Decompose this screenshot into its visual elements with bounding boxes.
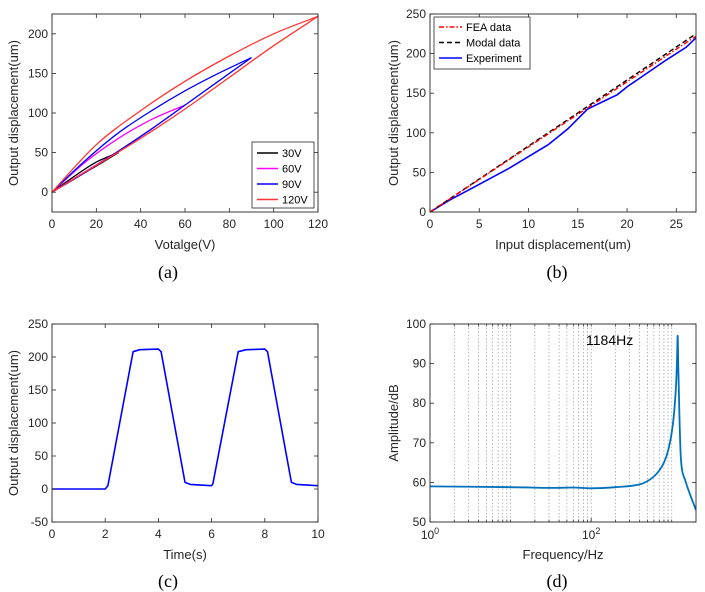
x-tick-label: 80: [223, 217, 237, 231]
y-axis-label: Output displacement(um): [6, 350, 21, 496]
panel-caption: (a): [158, 262, 178, 283]
y-axis-label: Output displacement(um): [386, 40, 401, 186]
y-tick-label: 70: [413, 436, 427, 450]
panel-b-line-chart: 0 50 100 150 200 250 0 5 10 15 20 25 Input displacem…: [386, 7, 697, 283]
series-group: [52, 15, 318, 193]
peak-frequency-annotation: 1184Hz: [586, 332, 633, 348]
y-tick-label: 0: [419, 205, 426, 219]
series-90V-descending-line: [52, 57, 252, 193]
x-tick-label: 0: [49, 217, 56, 231]
plot-frame: [429, 13, 697, 213]
y-tick-label: 50: [413, 165, 427, 179]
series-group: [430, 33, 696, 212]
x-tick-label: 10: [522, 217, 536, 231]
panel-caption: (d): [547, 571, 568, 592]
legend-label-fea-data: FEA data: [466, 22, 512, 34]
y-tick-label: 200: [28, 350, 48, 364]
x-axis-label: Input displacement(um): [495, 237, 631, 252]
series-group: [430, 334, 696, 511]
x-tick-label: 120: [308, 217, 328, 231]
x-tick-label: 2: [102, 527, 109, 541]
y-tick-label: 50: [35, 449, 49, 463]
y-tick-label: 50: [413, 515, 427, 529]
y-tick-label: 0: [41, 185, 48, 199]
x-axis-label: Votalge(V): [155, 237, 216, 252]
legend-label-90V: 90V: [282, 179, 302, 191]
panel-d-line-chart: 50 60 70 80 90 100 100 102 Frequency/Hz Amplitude…: [386, 317, 697, 592]
y-tick-label: 200: [28, 27, 48, 41]
legend-label-30V: 30V: [282, 148, 302, 160]
series-response-line: [52, 348, 318, 490]
y-tick-label: 250: [28, 317, 48, 331]
x-tick-label: 102: [582, 526, 600, 542]
x-tick-label: 0: [427, 217, 434, 231]
x-axis-label: Frequency/Hz: [523, 547, 604, 562]
legend: 30V 60V 90V 120V: [251, 141, 315, 209]
y-tick-label: 200: [406, 47, 426, 61]
legend-label-modal-data: Modal data: [466, 38, 521, 50]
plot-background: [52, 324, 318, 522]
y-tick-label: 100: [28, 416, 48, 430]
y-tick-label: 100: [406, 126, 426, 140]
y-tick-label: 80: [413, 396, 427, 410]
series-120V-descending-line: [52, 15, 318, 193]
x-axis-label: Time(s): [163, 547, 207, 562]
y-tick-label: 50: [35, 146, 49, 160]
x-tick-label: 25: [670, 217, 684, 231]
series-group: [52, 348, 318, 490]
legend-label-60V: 60V: [282, 164, 302, 176]
y-axis-label: Amplitude/dB: [386, 384, 401, 461]
legend-label-experiment: Experiment: [466, 53, 522, 65]
x-tick-label: 0: [49, 527, 56, 541]
x-tick-label: 10: [311, 527, 325, 541]
plot-frame: [429, 323, 697, 523]
x-tick-label: 8: [261, 527, 268, 541]
y-tick-label: 150: [406, 86, 426, 100]
series-120V-ascending-line: [52, 15, 318, 193]
y-axis-label: Output displacement(um): [6, 40, 21, 186]
x-tick-label: 20: [90, 217, 104, 231]
series-fea-data-line: [430, 35, 696, 212]
y-tick-label: 100: [28, 106, 48, 120]
panel-a-line-chart: 0 50 100 150 200 0 20 40 60 80 100 120 Votalge(V) Out…: [6, 13, 328, 283]
log-grid: [453, 324, 673, 522]
x-tick-label: 60: [178, 217, 192, 231]
plot-background: [430, 324, 696, 522]
y-tick-label: 150: [28, 66, 48, 80]
x-tick-label: 40: [134, 217, 148, 231]
x-tick-label: 20: [620, 217, 634, 231]
y-tick-label: 0: [41, 482, 48, 496]
x-tick-label: 6: [208, 527, 215, 541]
x-tick-label: 100: [264, 217, 284, 231]
panel-caption: (b): [547, 262, 568, 283]
x-tick-label: 100: [421, 526, 439, 542]
series-60V-descending-line: [52, 104, 186, 193]
y-tick-label: 150: [28, 383, 48, 397]
y-tick-label: 250: [406, 7, 426, 21]
y-tick-label: 90: [413, 357, 427, 371]
y-tick-label: -50: [31, 515, 49, 529]
x-tick-label: 15: [571, 217, 585, 231]
panel-caption: (c): [158, 571, 178, 592]
legend: FEA data Modal data Experiment: [433, 16, 531, 70]
x-tick-label: 5: [476, 217, 483, 231]
legend-label-120V: 120V: [282, 195, 308, 207]
series-modal-data-line: [430, 33, 696, 212]
series-experiment-line: [430, 37, 696, 212]
y-tick-label: 100: [406, 317, 426, 331]
x-tick-label: 4: [155, 527, 162, 541]
series-amplitude-line: [430, 334, 696, 511]
y-tick-label: 60: [413, 475, 427, 489]
